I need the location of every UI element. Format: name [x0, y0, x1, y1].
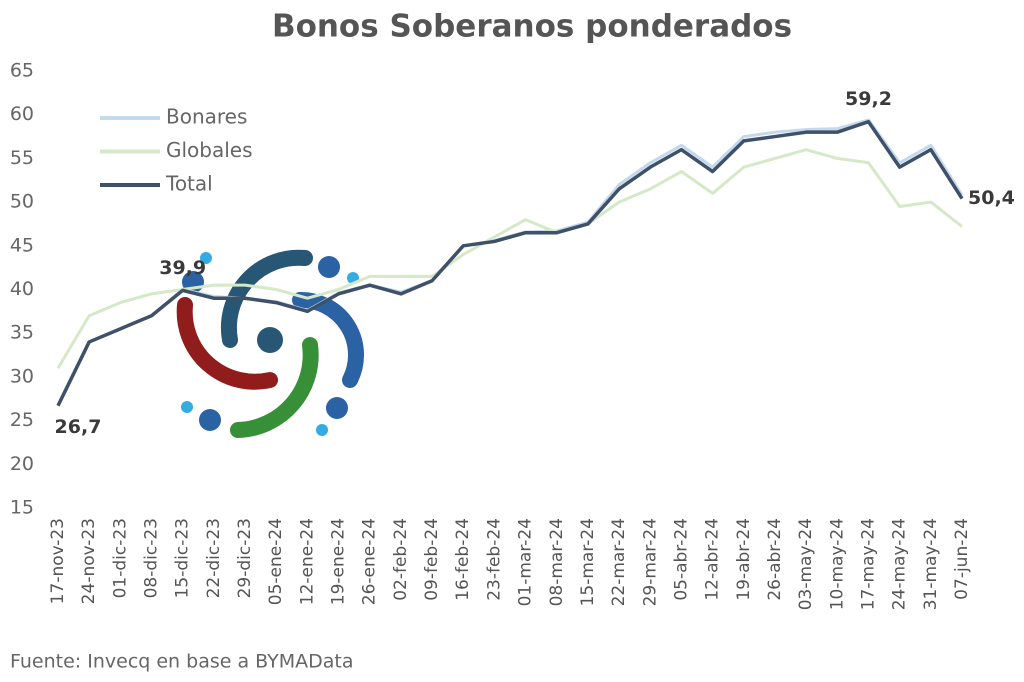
data-label: 50,4	[968, 187, 1015, 209]
y-tick-label: 20	[10, 453, 34, 475]
x-tick-label: 05-ene-24	[266, 518, 286, 605]
x-tick-label: 02-feb-24	[391, 518, 411, 601]
y-tick-label: 55	[10, 147, 34, 169]
x-tick-label: 31-may-24	[921, 518, 941, 610]
x-tick-label: 16-feb-24	[453, 518, 473, 601]
x-tick-label: 22-dic-23	[204, 518, 224, 598]
x-tick-label: 15-dic-23	[173, 518, 193, 598]
x-tick-label: 15-mar-24	[578, 518, 598, 606]
x-tick-label: 07-jun-24	[952, 518, 972, 600]
x-tick-label: 19-abr-24	[734, 518, 754, 601]
y-tick-label: 50	[10, 191, 34, 213]
x-tick-label: 19-ene-24	[329, 518, 349, 605]
y-tick-label: 30	[10, 365, 34, 387]
x-tick-label: 03-may-24	[796, 518, 816, 610]
x-tick-label: 17-nov-23	[48, 518, 68, 604]
x-tick-label: 01-mar-24	[516, 518, 536, 606]
x-tick-label: 17-may-24	[858, 518, 878, 610]
series-line	[56, 148, 963, 369]
y-tick-label: 35	[10, 322, 34, 344]
data-label: 59,2	[845, 88, 892, 110]
x-tick-label: 22-mar-24	[609, 518, 629, 606]
legend-label: Bonares	[166, 105, 247, 129]
x-tick-label: 12-ene-24	[297, 518, 317, 605]
y-tick-label: 65	[10, 60, 34, 82]
data-label: 26,7	[55, 416, 102, 438]
legend-label: Globales	[166, 138, 253, 162]
x-tick-label: 24-may-24	[890, 518, 910, 610]
source-note: Fuente: Invecq en base a BYMAData	[10, 651, 354, 673]
x-tick-label: 09-feb-24	[422, 518, 442, 601]
x-tick-label: 10-may-24	[827, 518, 847, 610]
x-tick-label: 26-ene-24	[360, 518, 380, 605]
x-tick-label: 26-abr-24	[765, 518, 785, 601]
series-line	[56, 119, 964, 407]
x-tick-label: 01-dic-23	[110, 518, 130, 598]
y-tick-label: 60	[10, 103, 34, 125]
x-tick-label: 08-dic-23	[142, 518, 162, 598]
x-tick-label: 23-feb-24	[484, 518, 504, 601]
logo	[176, 249, 364, 438]
chart-title: Bonos Soberanos ponderados	[272, 9, 792, 45]
data-label: 39,9	[159, 257, 206, 279]
y-tick-label: 25	[10, 409, 34, 431]
x-tick-label: 08-mar-24	[547, 518, 567, 606]
y-tick-label: 45	[10, 234, 34, 256]
y-tick-label: 15	[10, 497, 34, 519]
x-tick-label: 12-abr-24	[703, 518, 723, 601]
x-tick-label: 29-mar-24	[640, 518, 660, 606]
legend-label: Total	[165, 172, 213, 196]
x-tick-label: 05-abr-24	[671, 518, 691, 601]
x-tick-label: 29-dic-23	[235, 518, 255, 598]
x-tick-label: 24-nov-23	[79, 518, 99, 604]
y-tick-label: 40	[10, 278, 34, 300]
